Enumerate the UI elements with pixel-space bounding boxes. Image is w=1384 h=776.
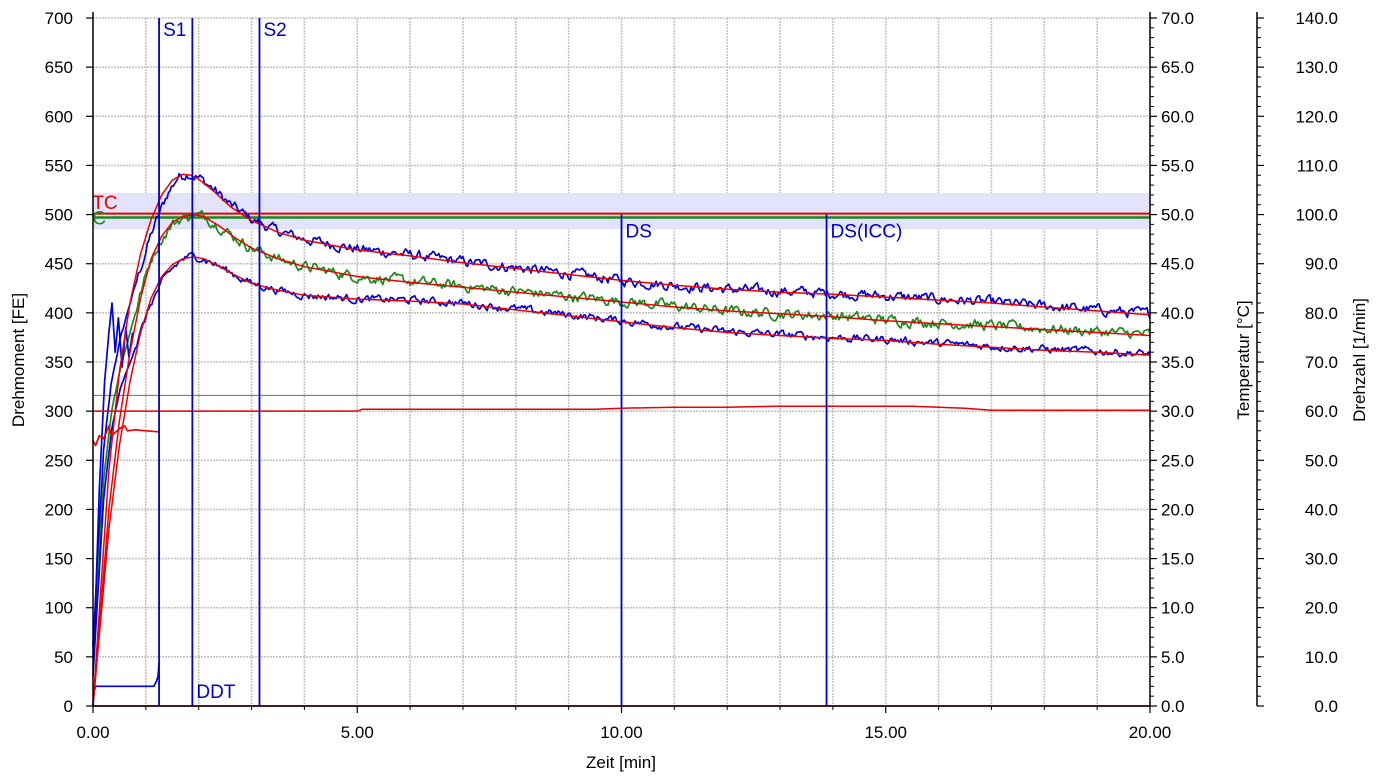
xtick-label: 10.00 [600, 723, 643, 742]
ytick-label-speed: 140.0 [1295, 9, 1338, 28]
marker-lines: S1 S2 DS DS(ICC) DDT TCC [92, 18, 902, 706]
annotation-c: C [92, 209, 106, 230]
fit-curve-4 [93, 405, 1150, 412]
marker-label: S2 [263, 20, 286, 41]
ytick-label-temperature: 65.0 [1161, 58, 1194, 77]
ytick-label-left: 700 [45, 9, 73, 28]
ytick-label-temperature: 50.0 [1161, 206, 1194, 225]
ytick-label-speed: 100.0 [1295, 206, 1338, 225]
ytick-label-speed: 50.0 [1305, 451, 1338, 470]
marker-label: S1 [163, 20, 186, 41]
ytick-label-left: 50 [54, 648, 73, 667]
ytick-label-temperature: 0.0 [1161, 697, 1185, 716]
ytick-label-left: 400 [45, 304, 73, 323]
ytick-label-temperature: 55.0 [1161, 156, 1194, 175]
ytick-label-left: 350 [45, 353, 73, 372]
xtick-label: 0.00 [76, 723, 109, 742]
ytick-label-temperature: 20.0 [1161, 500, 1194, 519]
marker-label: DS(ICC) [831, 222, 903, 243]
ytick-label-left: 0 [64, 697, 73, 716]
ytick-label-temperature: 5.0 [1161, 648, 1185, 667]
ytick-label-temperature: 60.0 [1161, 107, 1194, 126]
ytick-label-left: 450 [45, 255, 73, 274]
ytick-label-left: 500 [45, 206, 73, 225]
fit-curve-1 [92, 173, 1151, 707]
y-axis-label-temperature: Temperatur [°C] [1234, 300, 1253, 419]
fit-curve-3 [92, 256, 1151, 707]
ytick-label-temperature: 10.0 [1161, 599, 1194, 618]
y-axis-label-speed: Drehzahl [1/min] [1350, 298, 1369, 422]
ytick-label-left: 150 [45, 550, 73, 569]
ytick-label-speed: 110.0 [1297, 156, 1338, 175]
ytick-label-temperature: 30.0 [1161, 402, 1194, 421]
ytick-label-left: 100 [45, 599, 73, 618]
axes: 0 50 100 150 200 250 300 350 400 450 500 550 600 650 7… [45, 9, 1338, 742]
ytick-label-left: 250 [45, 451, 73, 470]
xtick-label: 15.00 [864, 723, 907, 742]
ytick-label-temperature: 25.0 [1161, 451, 1194, 470]
marker-label: DDT [196, 682, 235, 703]
ytick-label-left: 200 [45, 500, 73, 519]
ytick-label-left: 600 [45, 107, 73, 126]
fit-curve-2 [92, 213, 1151, 707]
ytick-label-left: 550 [45, 156, 73, 175]
ytick-label-speed: 10.0 [1305, 648, 1338, 667]
series-speed [92, 662, 160, 707]
series-temperature [92, 425, 160, 447]
ytick-label-speed: 90.0 [1305, 255, 1338, 274]
xtick-label: 5.00 [341, 723, 374, 742]
ytick-label-speed: 0.0 [1314, 697, 1338, 716]
xtick-label: 20.00 [1129, 723, 1172, 742]
annotation-tc: TC [92, 193, 117, 214]
ytick-label-speed: 70.0 [1305, 353, 1338, 372]
ytick-label-temperature: 45.0 [1161, 255, 1194, 274]
ytick-label-temperature: 35.0 [1161, 353, 1194, 372]
marker-label: DS [626, 222, 652, 243]
x-axis-label: Zeit [min] [586, 753, 656, 772]
ytick-label-temperature: 70.0 [1161, 9, 1194, 28]
ytick-label-temperature: 40.0 [1161, 304, 1194, 323]
ytick-label-speed: 40.0 [1305, 500, 1338, 519]
ytick-label-speed: 120.0 [1295, 107, 1338, 126]
ytick-label-speed: 60.0 [1305, 402, 1338, 421]
y-axis-label-left: Drehmoment [FE] [9, 293, 28, 427]
ytick-label-speed: 30.0 [1305, 550, 1338, 569]
ytick-label-left: 300 [45, 402, 73, 421]
series-startup-spike [93, 302, 134, 648]
ytick-label-left: 650 [45, 58, 73, 77]
ytick-label-speed: 130.0 [1295, 58, 1338, 77]
ytick-label-temperature: 15.0 [1161, 550, 1194, 569]
ytick-label-speed: 20.0 [1305, 599, 1338, 618]
ytick-label-speed: 80.0 [1305, 304, 1338, 323]
